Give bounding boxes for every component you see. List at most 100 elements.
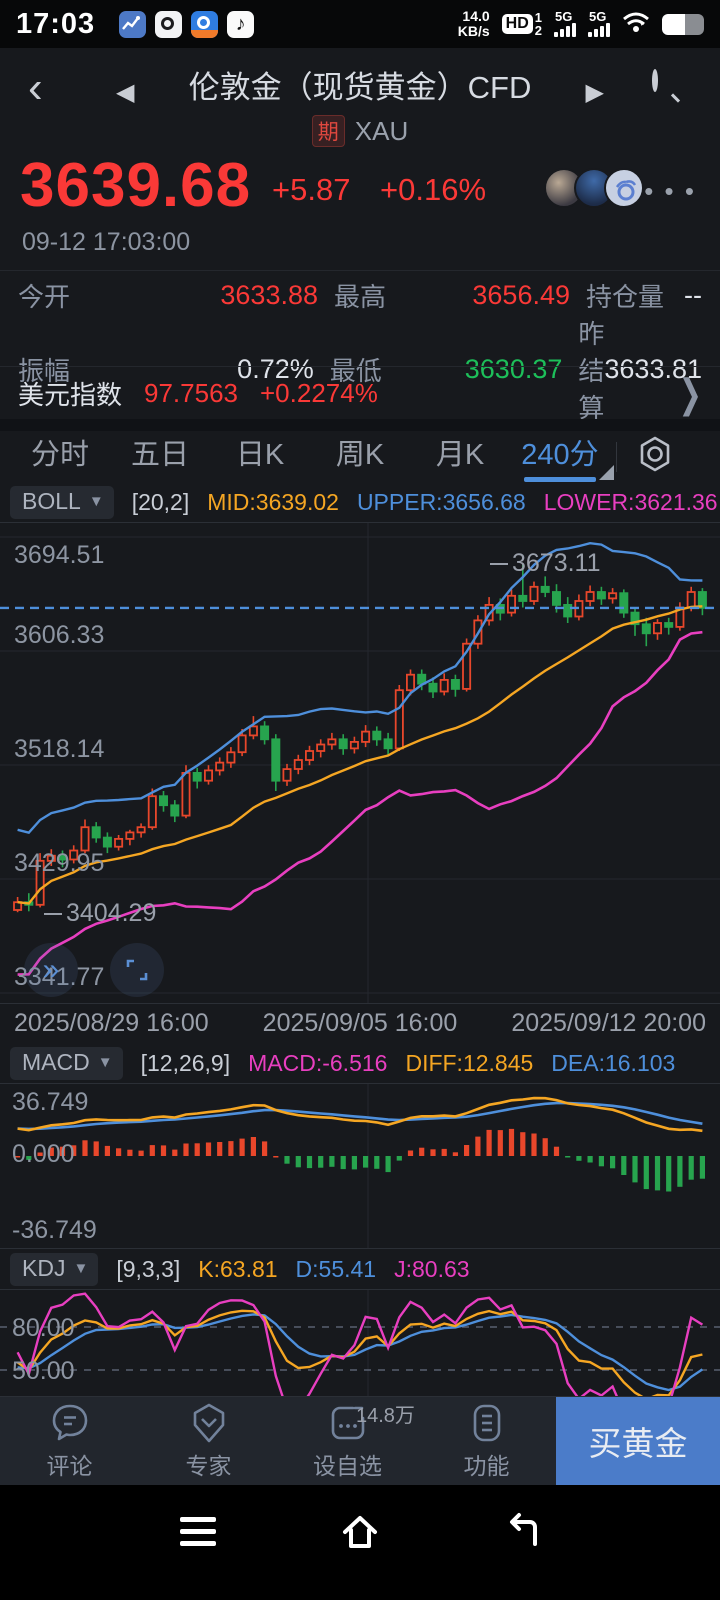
candle	[69, 849, 79, 861]
macd-hist-bar	[666, 1156, 672, 1192]
back-chevron-icon[interactable]: ‹	[28, 63, 43, 112]
tab-5day[interactable]: 五日	[130, 439, 189, 471]
candle	[686, 591, 696, 609]
macd-hist-bar	[688, 1156, 694, 1180]
macd-hist-bar	[93, 1141, 99, 1156]
candle	[630, 611, 640, 626]
macd-canvas[interactable]	[0, 1084, 720, 1248]
tab-timeline[interactable]: 分时	[30, 439, 89, 471]
candle	[439, 678, 449, 693]
macd-hist-bar	[295, 1156, 301, 1168]
usd-index-row[interactable]: 美元指数 97.7563 +0.2274% ❯	[0, 366, 720, 419]
candle	[641, 623, 651, 635]
comment-label: 评论	[46, 1453, 93, 1479]
settings-icon[interactable]	[635, 434, 675, 479]
watchlist-icon	[331, 1406, 364, 1440]
macd-hist-bar	[194, 1143, 200, 1156]
tab-240min[interactable]: 240分	[510, 431, 614, 482]
macd-hist-bar	[531, 1133, 537, 1156]
macd-hist-bar	[419, 1147, 425, 1156]
macd-name: MACD	[22, 1048, 90, 1075]
candlestick-canvas[interactable]	[0, 523, 720, 1003]
tab-daily[interactable]: 日K	[235, 439, 285, 471]
comment-icon	[52, 1404, 87, 1441]
macd-hist-bar	[104, 1145, 110, 1156]
browser-app-icon	[155, 10, 183, 38]
title-bar: ‹ ◀ 伦敦金（现货黄金）CFD ▶ 期 XAU	[0, 48, 720, 148]
kdj-panel[interactable]: 80.00 50.00	[0, 1289, 720, 1397]
expert-button[interactable]: 专家	[139, 1397, 278, 1485]
macd-hist-bar	[632, 1156, 638, 1183]
macd-hist-bar	[654, 1156, 661, 1191]
boll-mid-line	[17, 605, 703, 905]
home-button[interactable]	[337, 1511, 383, 1551]
macd-panel[interactable]: 36.749 0.000 -36.749	[0, 1083, 720, 1249]
macd-hist-bar	[306, 1156, 313, 1169]
candle	[349, 740, 359, 750]
chevron-right-icon[interactable]: ❯	[678, 371, 702, 415]
wifi-icon	[622, 11, 650, 38]
expand-chart-button[interactable]	[110, 943, 164, 997]
more-icon[interactable]: • • •	[644, 176, 696, 206]
main-chart[interactable]: 3694.51 3606.33 3518.14 3429.95 3341.77 …	[0, 522, 720, 1004]
high-value: 3656.49	[472, 280, 570, 310]
macd-selector-button[interactable]: MACD ▼	[10, 1046, 123, 1080]
x-axis-label: 2025/09/12 20:00	[511, 1009, 706, 1037]
back-icon	[510, 1513, 537, 1546]
candle	[35, 859, 45, 906]
kdj-selector-button[interactable]: KDJ ▼	[10, 1252, 99, 1286]
candle	[540, 585, 550, 593]
high-label: 最高	[334, 282, 387, 312]
recent-apps-button[interactable]	[175, 1511, 221, 1551]
open-value: 3633.88	[220, 280, 318, 310]
kdj-d-readout: D:55.41	[295, 1255, 377, 1282]
hd-icon: HD 1 2	[501, 10, 542, 37]
candle	[114, 837, 124, 848]
candle	[563, 604, 573, 618]
boll-selector-button[interactable]: BOLL ▼	[10, 485, 114, 519]
next-instrument-icon[interactable]: ▶	[585, 79, 604, 106]
macd-hist-bar	[486, 1129, 492, 1156]
macd-hist-bar	[565, 1156, 571, 1158]
dropdown-arrow-icon: ▼	[88, 492, 104, 510]
dropdown-arrow-icon: ▼	[97, 1053, 113, 1071]
candle	[428, 682, 438, 693]
functions-button[interactable]: 功能	[417, 1397, 556, 1485]
macd-hist-bar	[138, 1150, 144, 1156]
network-speed-value: 14.0	[462, 8, 490, 24]
candle	[215, 761, 225, 772]
macd-hist-bar	[396, 1156, 402, 1161]
candle	[203, 769, 213, 782]
amplitude-value: 0.72%	[237, 354, 314, 384]
tab-weekly[interactable]: 周K	[335, 439, 385, 471]
analyst-avatars[interactable]	[544, 168, 644, 208]
usd-index-label: 美元指数	[18, 379, 123, 410]
network-speed: 14.0 KB/s	[458, 9, 490, 39]
prev-instrument-icon[interactable]: ◀	[116, 79, 135, 106]
macd-hist-bar	[71, 1145, 77, 1156]
back-button[interactable]	[499, 1511, 545, 1551]
open-interest-label: 持仓量	[586, 282, 665, 312]
macd-hist-bar	[508, 1128, 515, 1156]
tab-monthly[interactable]: 月K	[435, 439, 485, 471]
macd-hist-bar	[15, 1156, 21, 1158]
candle	[552, 591, 562, 606]
comment-button[interactable]: 评论	[0, 1397, 139, 1485]
kdj-params: [9,3,3]	[116, 1255, 181, 1282]
avatar[interactable]	[604, 168, 644, 208]
macd-hist-bar	[318, 1156, 324, 1168]
macd-hist-bar	[363, 1156, 369, 1168]
buy-gold-button[interactable]: 买黄金	[556, 1397, 720, 1485]
sim1-label: 1	[534, 10, 542, 25]
search-icon[interactable]	[652, 69, 682, 103]
signal-icon-2: 5G	[588, 10, 610, 37]
kdj-canvas[interactable]	[0, 1290, 720, 1396]
macd-hist-bar	[26, 1156, 32, 1160]
macd-hist-bar	[183, 1143, 189, 1156]
hd-badge: HD	[501, 14, 533, 34]
add-watchlist-button[interactable]: 14.8万 设自选	[278, 1397, 417, 1485]
fast-forward-button[interactable]: »	[24, 943, 78, 997]
candle	[462, 642, 472, 690]
candle	[338, 738, 348, 750]
x-axis-label: 2025/08/29 16:00	[14, 1009, 209, 1037]
